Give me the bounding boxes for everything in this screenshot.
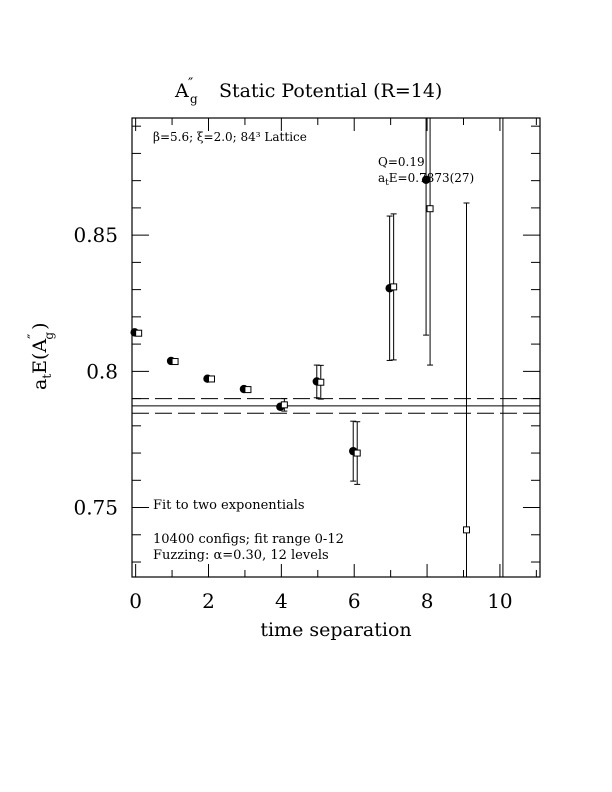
x-tick-label: 6 (348, 589, 361, 613)
data-point-square (208, 375, 215, 383)
data-point-square (426, 205, 434, 213)
plot-area: 0 2 4 6 8 10 0.75 0.8 0.85 (73, 117, 541, 613)
data-point-square (390, 283, 398, 291)
data-point-circle (421, 175, 431, 185)
configs-label: 10400 configs; fit range 0-12 (153, 532, 344, 547)
x-tick-label: 8 (421, 589, 434, 613)
data-point-square (463, 526, 470, 534)
fit-result-label: atE=0.7873(27) (378, 171, 474, 188)
fit-result-prefix: a (378, 171, 385, 185)
data-point-square (244, 386, 252, 394)
y-axis-label-mid: E(A (29, 339, 51, 374)
x-axis-label: time separation (260, 619, 411, 641)
fit-result-value: E=0.7873(27) (389, 171, 474, 185)
y-axis-label-sub2: g (42, 332, 56, 340)
fit-label: Fit to two exponentials (153, 498, 305, 513)
y-axis-label: atE(A″g) (26, 322, 56, 390)
x-tick-label: 4 (275, 589, 288, 613)
q-label: Q=0.19 (378, 155, 425, 169)
data-point-square (135, 329, 143, 337)
chart-title: A ″ g Static Potential (R=14) (174, 76, 442, 106)
data-point-square (317, 378, 325, 386)
chart-title-rest: Static Potential (R=14) (219, 80, 442, 102)
y-tick-label: 0.8 (86, 359, 118, 383)
data-point-square (280, 401, 288, 409)
fit-result-sub: t (385, 178, 389, 188)
y-axis-label-sup: ″ (26, 334, 42, 339)
svg-text:atE(A″g): atE(A″g) (26, 322, 56, 390)
fuzzing-label: Fuzzing: α=0.30, 12 levels (153, 548, 329, 563)
y-tick-label: 0.75 (73, 496, 118, 520)
chart-title-sub: g (190, 92, 198, 106)
plot-frame (131, 117, 541, 578)
x-tick-label: 10 (487, 589, 512, 613)
info-top-label: β=5.6; ξ=2.0; 84³ Lattice (153, 130, 307, 144)
chart-title-sup: ″ (188, 76, 193, 92)
data-point-square (353, 449, 361, 457)
x-tick-label: 2 (202, 589, 215, 613)
y-axis-label-main: a (29, 379, 51, 390)
x-tick-label: 0 (129, 589, 142, 613)
chart-title-main: A (174, 80, 189, 102)
y-tick-label: 0.85 (73, 223, 118, 247)
data-point-square (171, 358, 179, 366)
y-axis-label-end: ) (29, 322, 51, 329)
y-axis-label-sub: t (40, 374, 54, 379)
